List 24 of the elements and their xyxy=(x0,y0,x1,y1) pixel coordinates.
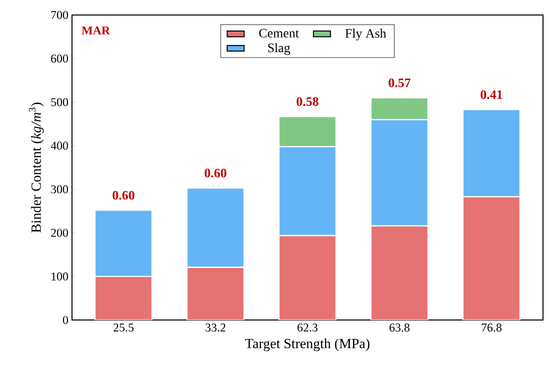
y-tick-label: 0 xyxy=(62,316,68,324)
annotation: 0.60 xyxy=(112,190,134,200)
annotation: 0.58 xyxy=(296,97,318,106)
x-tick-label: 62.3 xyxy=(298,324,318,332)
x-tick-label: 25.5 xyxy=(114,324,134,332)
annotation: MAR xyxy=(82,26,110,34)
x-tick-label: 63.8 xyxy=(390,324,410,332)
legend-label: Slag xyxy=(268,43,290,55)
y-tick-label: 500 xyxy=(51,98,68,106)
x-tick-label: 33.2 xyxy=(206,324,226,332)
annotation: 0.60 xyxy=(204,168,226,178)
y-tick-label: 400 xyxy=(50,142,68,150)
x-tick-label: 76.8 xyxy=(482,324,502,332)
y-tick-label: 300 xyxy=(51,185,68,194)
y-axis-title: Binder Content (kg/m$^{3}$) xyxy=(29,102,44,233)
annotation: 0.57 xyxy=(388,78,411,88)
annotation: 0.41 xyxy=(480,90,502,100)
y-tick-label: 700 xyxy=(51,10,68,20)
legend-label: Cement xyxy=(259,28,299,38)
y-tick-label: 100 xyxy=(52,272,68,280)
y-tick-label: 200 xyxy=(51,228,68,237)
x-axis-title: Target Strength (MPa) xyxy=(245,338,370,352)
legend-label: Fly Ash xyxy=(345,28,386,40)
y-tick-label: 600 xyxy=(51,54,68,63)
